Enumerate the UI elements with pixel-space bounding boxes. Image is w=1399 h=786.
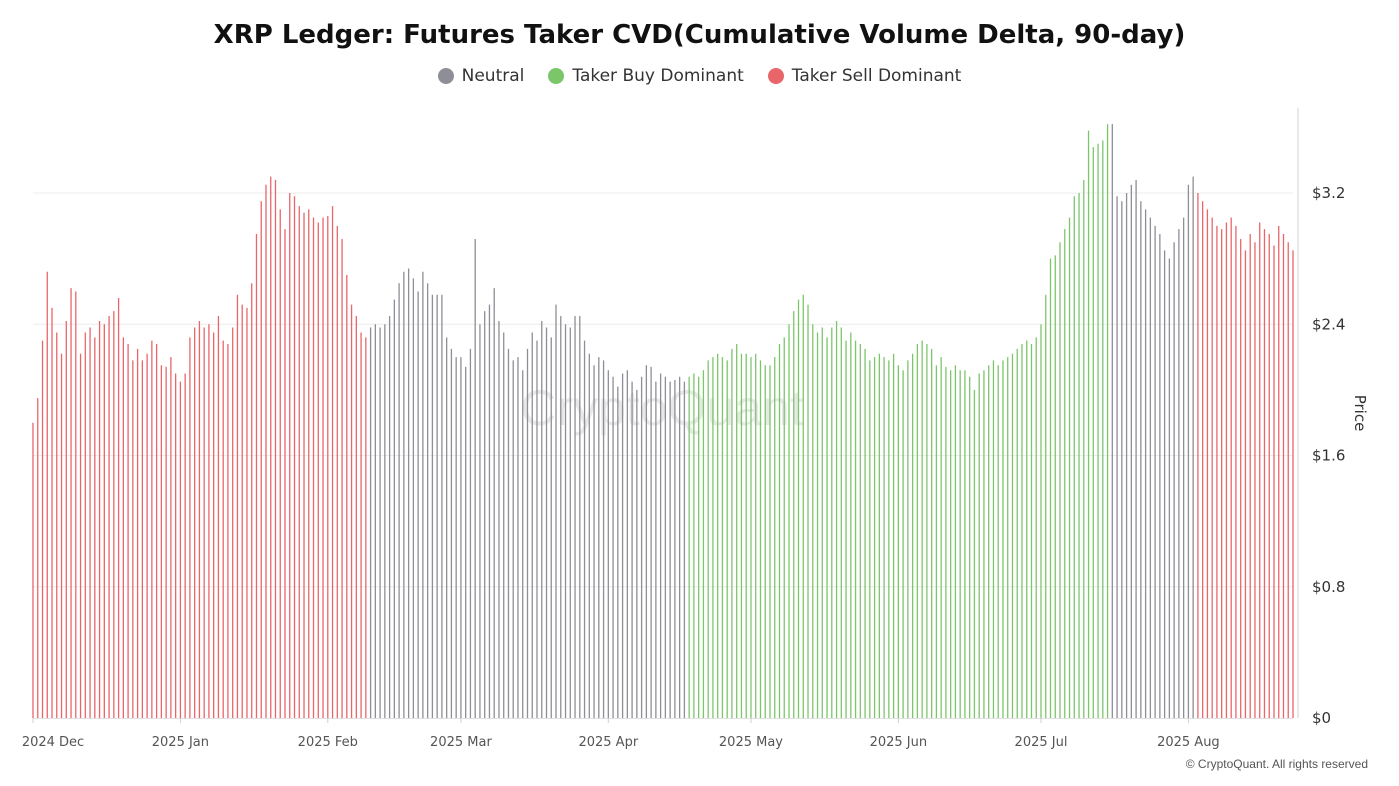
chart-title: XRP Ledger: Futures Taker CVD(Cumulative…: [213, 20, 1186, 50]
x-tick-label: 2025 Feb: [298, 735, 358, 750]
legend-label-taker-buy: Taker Buy Dominant: [572, 66, 744, 86]
y-axis-label: Price: [1351, 395, 1369, 432]
y-tick-label: $1.6: [1312, 447, 1345, 465]
y-tick-label: $0: [1312, 709, 1331, 727]
x-tick-label: 2025 Aug: [1157, 735, 1220, 750]
legend-item-neutral[interactable]: Neutral: [437, 66, 525, 86]
legend-item-taker-sell[interactable]: Taker Sell Dominant: [767, 66, 962, 86]
y-axis: $0 $0.8 $1.6 $2.4 $3.2: [33, 108, 1345, 727]
legend-label-taker-sell: Taker Sell Dominant: [791, 66, 962, 86]
copyright-notice: © CryptoQuant. All rights reserved: [1185, 757, 1368, 771]
legend-label-neutral: Neutral: [461, 66, 525, 86]
legend-dot-neutral-icon: [437, 68, 454, 84]
legend-item-taker-buy[interactable]: Taker Buy Dominant: [548, 66, 744, 86]
x-tick-label: 2024 Dec: [22, 735, 84, 750]
watermark-logo: CryptoQuant: [520, 380, 804, 436]
legend-dot-taker-sell-icon: [767, 68, 784, 84]
x-axis: 2024 Dec 2025 Jan 2025 Feb 2025 Mar 2025 Apr…: [22, 718, 1220, 750]
y-tick-label: $2.4: [1312, 315, 1345, 333]
y-tick-label: $0.8: [1312, 578, 1345, 596]
x-tick-label: 2025 Jan: [152, 735, 209, 750]
x-tick-label: 2025 Mar: [430, 735, 492, 750]
x-tick-label: 2025 Jun: [870, 735, 928, 750]
bars-group: [32, 124, 1294, 718]
chart-legend: Neutral Taker Buy Dominant Taker Sell Do…: [0, 66, 1399, 86]
grid-lines: [33, 192, 1293, 588]
x-tick-label: 2025 Apr: [578, 735, 638, 750]
legend-dot-taker-buy-icon: [548, 68, 565, 84]
x-tick-label: 2025 May: [719, 735, 783, 750]
y-tick-label: $3.2: [1312, 184, 1345, 202]
x-tick-label: 2025 Jul: [1015, 735, 1068, 750]
